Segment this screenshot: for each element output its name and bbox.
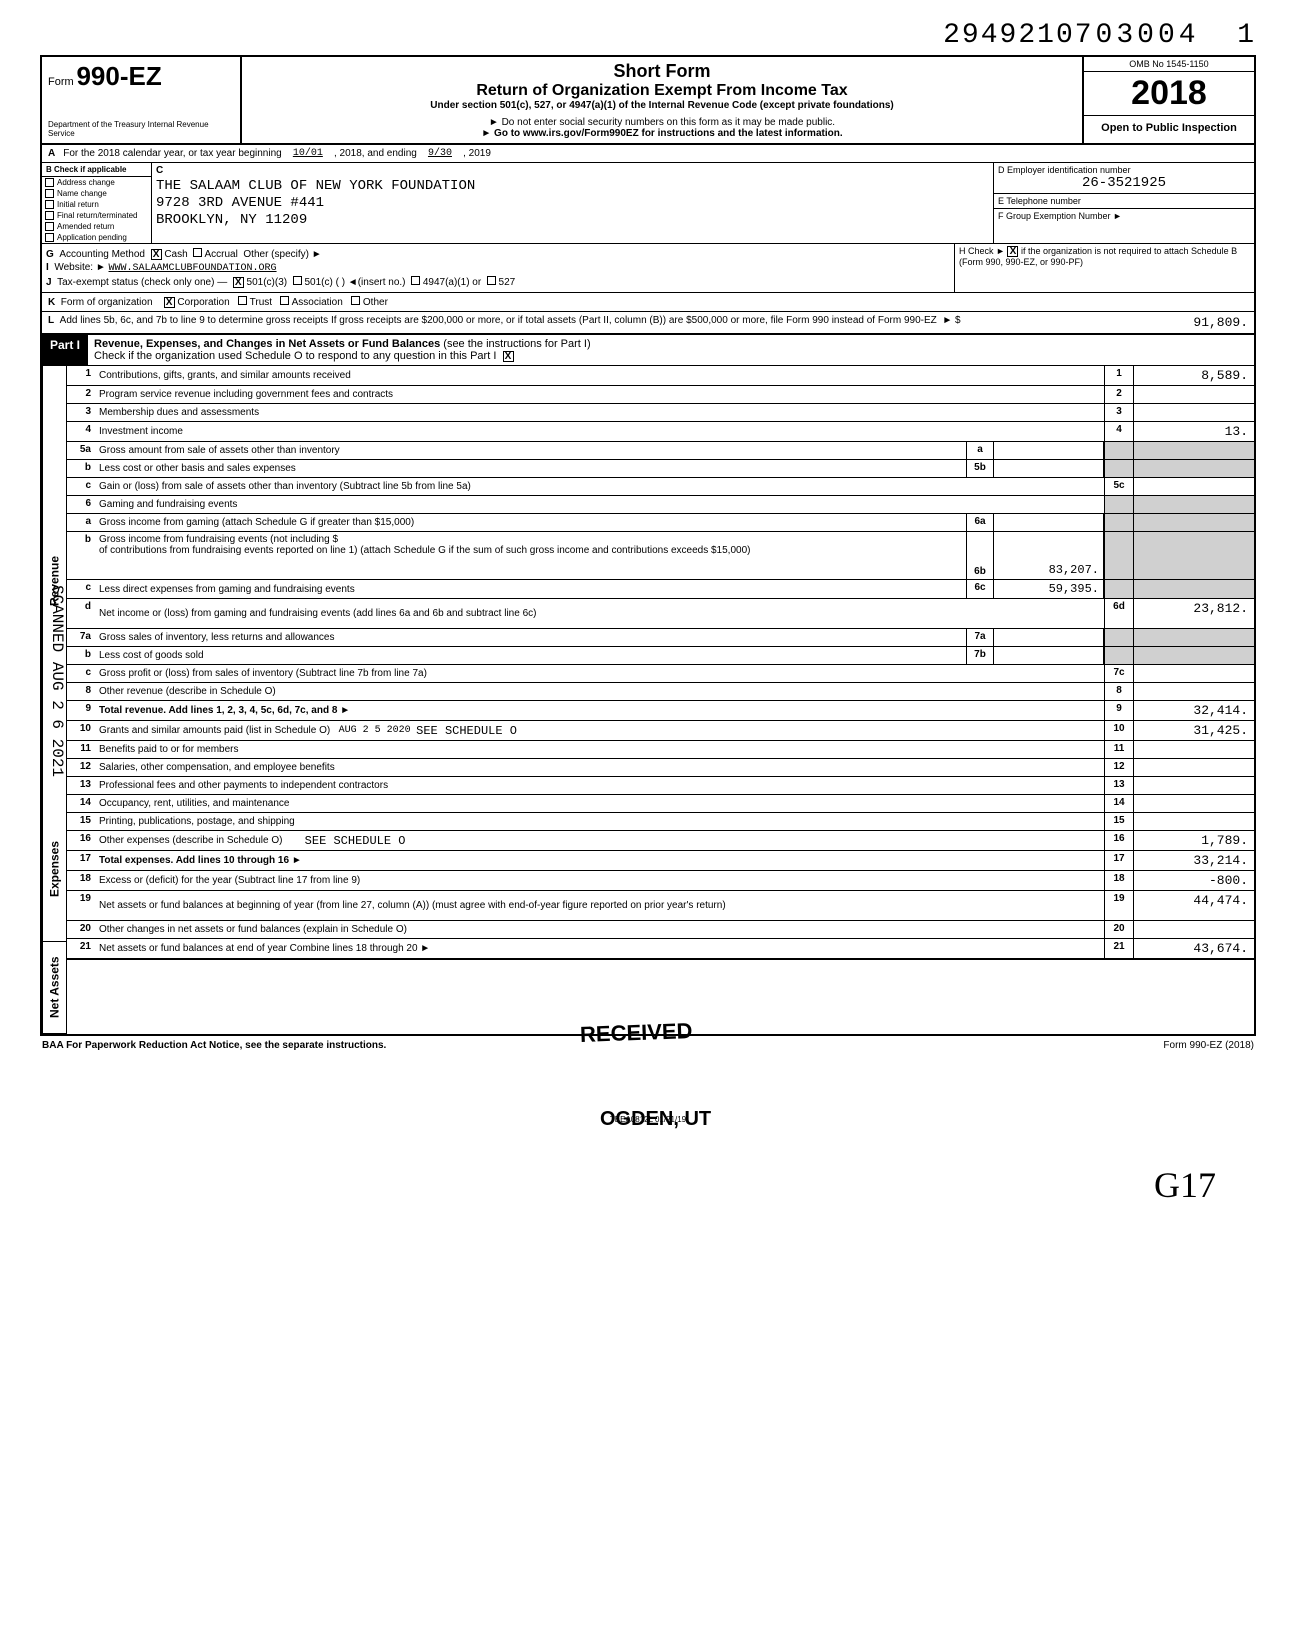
handwritten-mark: G17 — [40, 1164, 1216, 1206]
chk-501c[interactable] — [293, 276, 302, 285]
header-mid: Short Form Return of Organization Exempt… — [242, 57, 1084, 143]
col-c: C THE SALAAM CLUB OF NEW YORK FOUNDATION… — [152, 163, 994, 243]
tax-year-end: 9/30 — [428, 148, 452, 159]
amt-4: 13. — [1134, 422, 1254, 441]
amt-9: 32,414. — [1134, 701, 1254, 720]
header-right: OMB No 1545-1150 2018 Open to Public Ins… — [1084, 57, 1254, 143]
amt-18: -800. — [1134, 871, 1254, 890]
header-left: Form 990-EZ Department of the Treasury I… — [42, 57, 242, 143]
ogden-stamp: OGDEN, UT — [600, 1108, 711, 1131]
scanned-stamp: SCANNED AUG 2 6 2021 — [48, 585, 66, 777]
amt-6c: 59,395. — [994, 580, 1104, 598]
amt-21: 43,674. — [1134, 939, 1254, 958]
part1-header: Part I Revenue, Expenses, and Changes in… — [40, 335, 1256, 366]
chk-initial-return[interactable] — [45, 200, 54, 209]
dept-treasury: Department of the Treasury Internal Reve… — [48, 120, 234, 138]
amt-6b: 83,207. — [994, 532, 1104, 579]
gross-receipts: 91,809. — [1108, 315, 1248, 330]
chk-app-pending[interactable] — [45, 233, 54, 242]
form-header: Form 990-EZ Department of the Treasury I… — [40, 55, 1256, 145]
chk-cash[interactable]: X — [151, 249, 162, 260]
amt-1: 8,589. — [1134, 366, 1254, 385]
chk-other-org[interactable] — [351, 296, 360, 305]
chk-527[interactable] — [487, 276, 496, 285]
donot-ssn: ► Do not enter social security numbers o… — [248, 117, 1076, 128]
form-prefix: Form — [48, 76, 74, 88]
chk-no-schedule-b[interactable]: X — [1007, 246, 1018, 257]
chk-final-return[interactable] — [45, 211, 54, 220]
amt-6a — [994, 514, 1104, 531]
chk-association[interactable] — [280, 296, 289, 305]
amt-7b — [994, 647, 1104, 664]
amt-7c — [1134, 665, 1254, 682]
amt-12 — [1134, 759, 1254, 776]
amt-13 — [1134, 777, 1254, 794]
amt-16: 1,789. — [1134, 831, 1254, 850]
section-bcdef: B Check if applicable Address change Nam… — [40, 163, 1256, 244]
form-number: 990-EZ — [76, 61, 161, 91]
org-addr1: 9728 3RD AVENUE #441 — [156, 195, 989, 212]
amt-3 — [1134, 404, 1254, 421]
tax-year-begin: 10/01 — [293, 148, 323, 159]
ein-value: 26-3521925 — [998, 175, 1250, 191]
row-k: K Form of organization X Corporation Tru… — [40, 293, 1256, 312]
omb-number: OMB No 1545-1150 — [1084, 57, 1254, 72]
amt-5b — [994, 460, 1104, 477]
chk-501c3[interactable]: X — [233, 277, 244, 288]
side-expenses: Expenses — [42, 796, 66, 942]
return-title: Return of Organization Exempt From Incom… — [248, 82, 1076, 100]
amt-11 — [1134, 741, 1254, 758]
row-l: L Add lines 5b, 6c, and 7b to line 9 to … — [40, 312, 1256, 335]
chk-accrual[interactable] — [193, 248, 202, 257]
amt-8 — [1134, 683, 1254, 700]
received-stamp: RECEIVED — [580, 1018, 693, 1048]
amt-10: 31,425. — [1134, 721, 1254, 740]
chk-trust[interactable] — [238, 296, 247, 305]
short-form-label: Short Form — [248, 61, 1076, 82]
chk-address-change[interactable] — [45, 178, 54, 187]
phone-label: E Telephone number — [998, 196, 1250, 206]
side-netassets: Net Assets — [42, 942, 66, 1034]
goto-url: ► Go to www.irs.gov/Form990EZ for instru… — [248, 128, 1076, 139]
amt-14 — [1134, 795, 1254, 812]
website: WWW.SALAAMCLUBFOUNDATION.ORG — [109, 263, 277, 274]
under-section: Under section 501(c), 527, or 4947(a)(1)… — [248, 100, 1076, 111]
dln-number: 2949210703004 1 — [40, 20, 1256, 51]
org-name: THE SALAAM CLUB OF NEW YORK FOUNDATION — [156, 178, 989, 195]
amt-5c — [1134, 478, 1254, 495]
main-grid: Revenue Expenses Net Assets 1Contributio… — [40, 366, 1256, 1034]
chk-amended[interactable] — [45, 222, 54, 231]
amt-15 — [1134, 813, 1254, 830]
tax-year: 2018 — [1084, 72, 1254, 116]
ein-label: D Employer identification number — [998, 165, 1250, 175]
chk-name-change[interactable] — [45, 189, 54, 198]
line-a: A For the 2018 calendar year, or tax yea… — [40, 145, 1256, 163]
org-addr2: BROOKLYN, NY 11209 — [156, 212, 989, 229]
chk-corporation[interactable]: X — [164, 297, 175, 308]
amt-17: 33,214. — [1134, 851, 1254, 870]
chk-schedule-o-part1[interactable]: X — [503, 351, 514, 362]
amt-19: 44,474. — [1134, 891, 1254, 920]
col-b: B Check if applicable Address change Nam… — [42, 163, 152, 243]
col-def: D Employer identification number 26-3521… — [994, 163, 1254, 243]
amt-20 — [1134, 921, 1254, 938]
amt-7a — [994, 629, 1104, 646]
chk-4947[interactable] — [411, 276, 420, 285]
amt-6d: 23,812. — [1134, 599, 1254, 628]
amt-5a — [994, 442, 1104, 459]
amt-2 — [1134, 386, 1254, 403]
rows-ghij: G Accounting Method X Cash Accrual Other… — [40, 244, 1256, 293]
open-public: Open to Public Inspection — [1084, 116, 1254, 140]
group-exemption-label: F Group Exemption Number ► — [998, 211, 1250, 221]
